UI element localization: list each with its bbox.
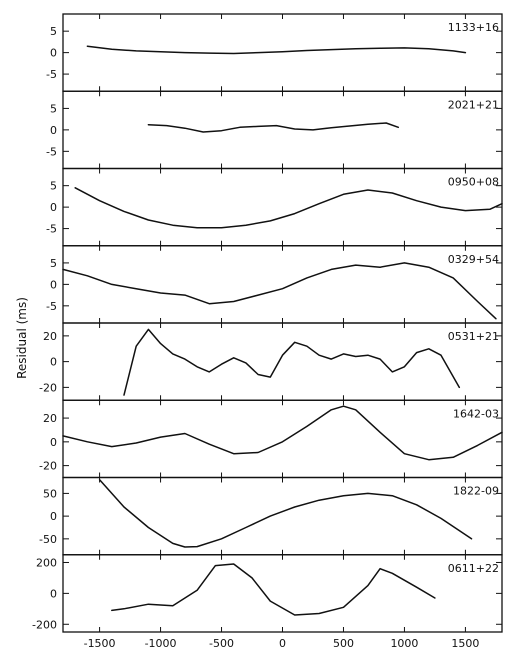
y-tick-label: -5: [46, 223, 57, 236]
y-tick-label: 0: [50, 356, 57, 369]
y-tick-label: 5: [50, 180, 57, 193]
series-line-1822-09: [98, 479, 473, 548]
panel-frame: [62, 167, 503, 247]
panel-frame: [62, 322, 503, 401]
panel-0950+08: 5 0 -5 0950+08: [46, 167, 503, 247]
y-tick-label: -50: [39, 533, 57, 546]
x-tick-label: 0: [279, 637, 286, 650]
y-tick-label: 0: [50, 124, 57, 137]
series-line-0329+54: [62, 262, 497, 320]
x-tick-label: -1000: [145, 637, 177, 650]
y-tick-label: 0: [50, 510, 57, 523]
panel-1642-03: 20 0 -20 1642-03: [39, 399, 503, 479]
panel-label: 0611+22: [448, 562, 499, 575]
series-line-1642-03: [62, 405, 503, 461]
panels-group: 50-51133+1650-52021+2150-50950+0850-5032…: [32, 13, 503, 633]
x-axis: -1500 -1000 -500 0 500 1000 1500: [84, 637, 480, 650]
y-tick-label: -5: [46, 68, 57, 81]
panel-label: 1642-03: [453, 407, 499, 420]
panel-2021+21: 5 0 -5 2021+21: [46, 90, 503, 170]
panel-frame: [62, 90, 503, 170]
x-tick-label: 1500: [451, 637, 479, 650]
x-tick-label: -500: [209, 637, 234, 650]
series-line-0950+08: [74, 187, 503, 229]
y-tick-label: -20: [39, 460, 57, 473]
x-tick-label: 1000: [390, 637, 418, 650]
panel-1133+16: 5 0 -5 1133+16: [46, 13, 503, 92]
panel-1822-09: 50 0 -50 1822-09: [39, 476, 503, 556]
y-tick-label: 0: [50, 587, 57, 600]
y-axis-label: Residual (ms): [15, 297, 29, 379]
panel-frame: [62, 13, 503, 92]
y-tick-label: 0: [50, 201, 57, 214]
x-tick-label: 500: [333, 637, 354, 650]
series-line-2021+21: [147, 122, 400, 133]
y-tick-label: -5: [46, 145, 57, 158]
panel-frame: [62, 399, 503, 479]
y-tick-label: 20: [43, 330, 57, 343]
y-tick-label: 0: [50, 47, 57, 60]
y-tick-label: 5: [50, 25, 57, 38]
panel-label: 1133+16: [448, 21, 499, 34]
y-tick-label: -20: [39, 381, 57, 394]
panel-frame: [62, 245, 503, 324]
y-tick-label: 200: [36, 556, 57, 569]
panel-0531+21: 20 0 -20 0531+21: [39, 322, 503, 401]
y-tick-label: 5: [50, 102, 57, 115]
panel-label: 0329+54: [448, 253, 499, 266]
series-line-1133+16: [86, 45, 467, 55]
y-tick-label: 5: [50, 257, 57, 270]
y-tick-label: -200: [32, 618, 57, 631]
y-tick-label: 0: [50, 278, 57, 291]
panel-label: 1822-09: [453, 485, 499, 498]
panel-frame: [62, 554, 503, 633]
y-tick-label: 0: [50, 436, 57, 449]
panel-0611+22: 200 0 -200 0611+22: [32, 554, 503, 633]
x-tick-label: -1500: [84, 637, 116, 650]
series-line-0611+22: [111, 563, 436, 616]
y-tick-label: -5: [46, 300, 57, 313]
series-line-0531+21: [123, 328, 461, 396]
y-tick-label: 20: [43, 412, 57, 425]
y-tick-label: 50: [43, 487, 57, 500]
panel-label: 0950+08: [448, 176, 499, 189]
panel-0329+54: 5 0 -5 0329+54: [46, 245, 503, 324]
panel-label: 2021+21: [448, 98, 499, 111]
panel-label: 0531+21: [448, 330, 499, 343]
